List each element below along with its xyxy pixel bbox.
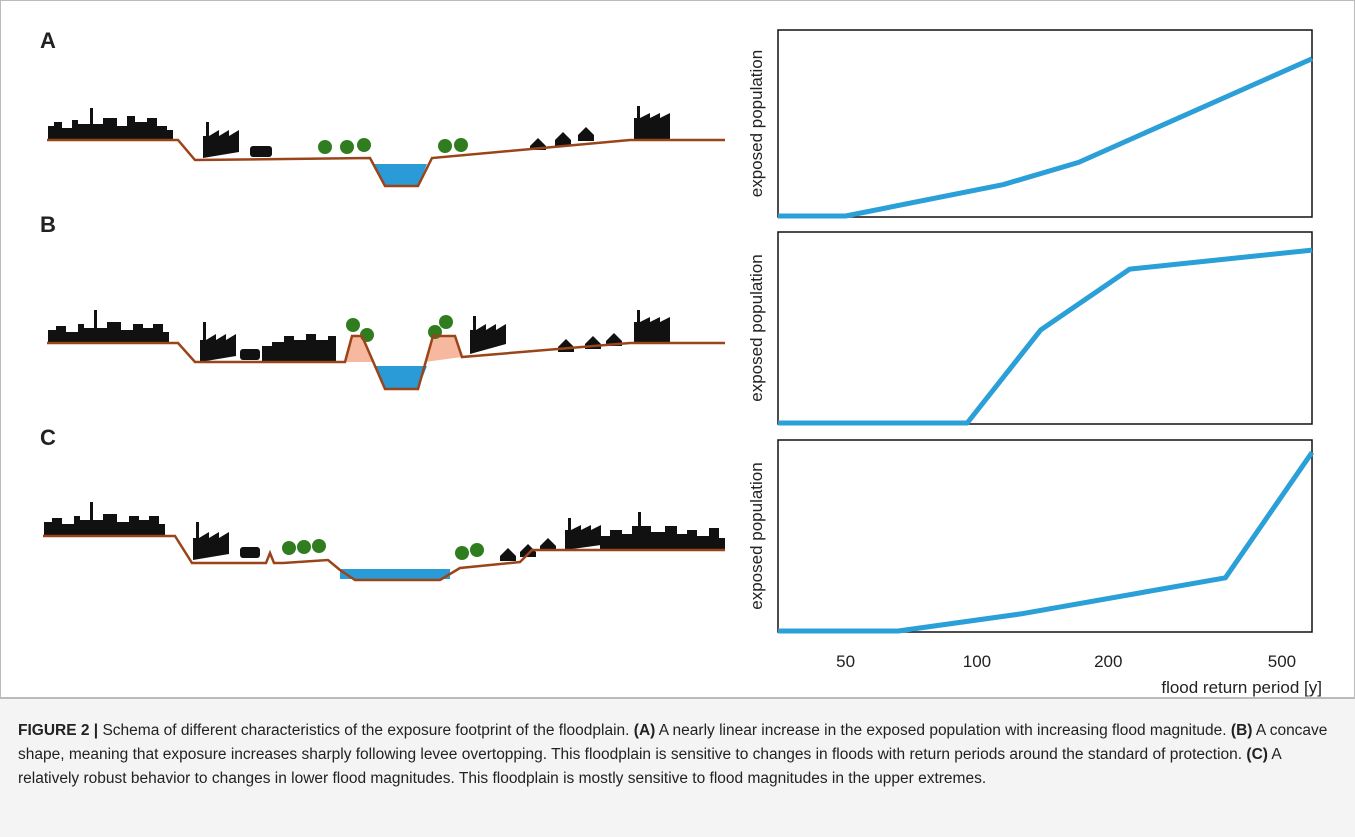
floodplain-b <box>47 310 725 389</box>
data-line <box>778 59 1312 216</box>
plot-frame <box>778 440 1312 632</box>
x-tick-label: 100 <box>963 652 991 671</box>
caption-tag: (A) <box>634 722 656 739</box>
data-line <box>778 452 1312 631</box>
x-axis-label: flood return period [y] <box>1161 678 1322 697</box>
x-tick-label: 200 <box>1094 652 1122 671</box>
caption-tag: (C) <box>1246 746 1268 763</box>
data-line <box>778 250 1312 423</box>
plot-frame <box>778 30 1312 217</box>
caption-text: Schema of different characteristics of t… <box>102 722 629 739</box>
caption-tag: (B) <box>1231 722 1253 739</box>
caption-label: FIGURE 2 | <box>18 722 98 739</box>
x-tick-label: 50 <box>836 652 855 671</box>
y-axis-label: exposed population <box>747 462 766 609</box>
panel-label: A <box>40 28 56 53</box>
y-axis-label: exposed population <box>747 50 766 197</box>
floodplain-c <box>43 502 725 580</box>
x-tick-label: 500 <box>1268 652 1296 671</box>
caption-text: A nearly linear increase in the exposed … <box>659 722 1227 739</box>
figure: A B C <box>0 0 1355 698</box>
y-axis-label: exposed population <box>747 254 766 401</box>
caption: FIGURE 2 | Schema of different character… <box>0 698 1355 837</box>
panel-label: C <box>40 425 56 450</box>
page: {"panels": [{"label": "A"}, {"label": "B… <box>0 0 1355 837</box>
panel-label: B <box>40 212 56 237</box>
floodplain-a <box>47 106 725 186</box>
